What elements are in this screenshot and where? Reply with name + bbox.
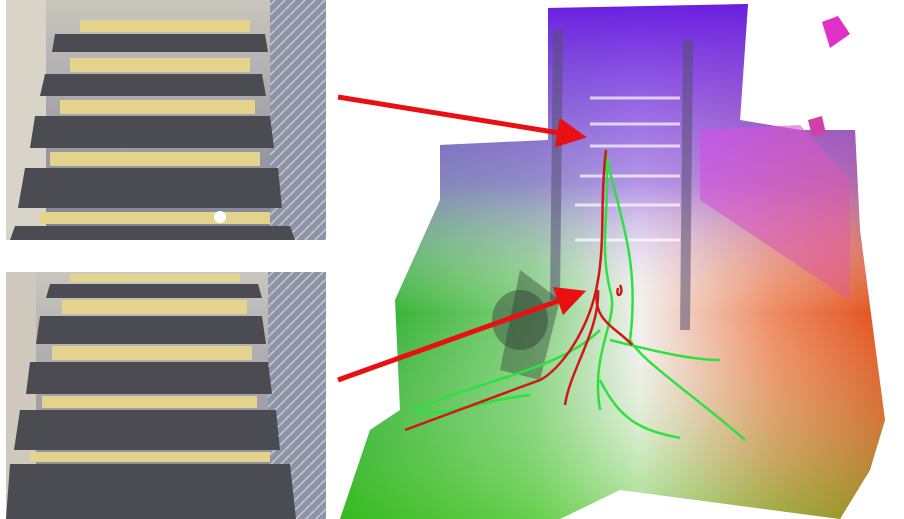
point-cloud xyxy=(340,4,885,519)
trajectories xyxy=(404,149,746,441)
arrows xyxy=(337,94,587,383)
photo-top xyxy=(6,0,326,240)
photo-bottom xyxy=(6,272,326,519)
